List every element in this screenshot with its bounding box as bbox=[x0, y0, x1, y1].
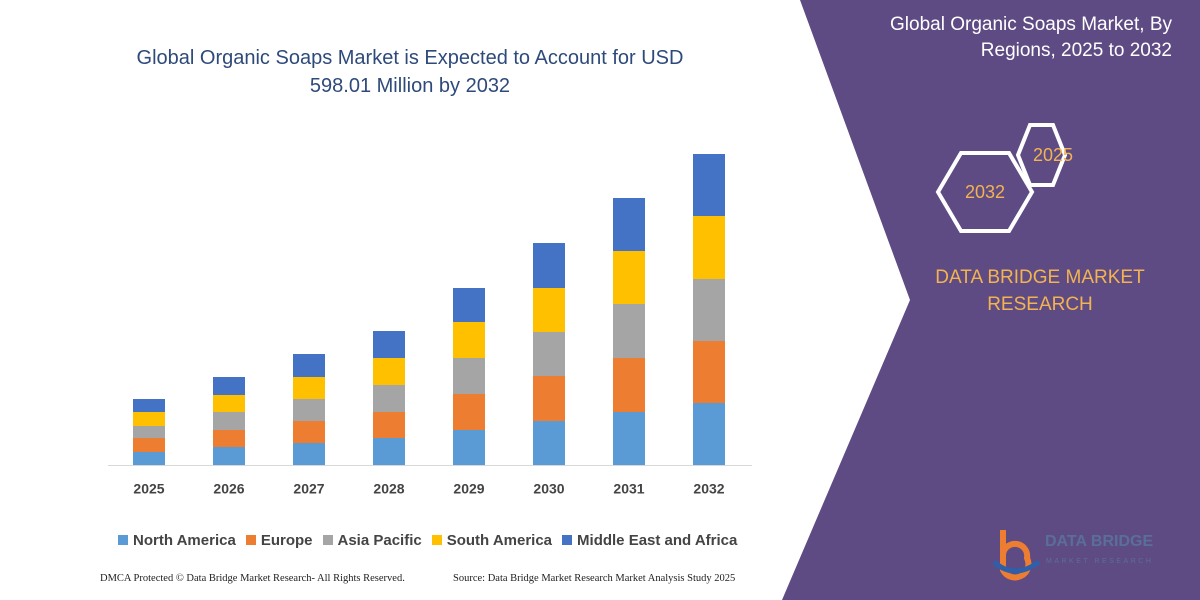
legend-swatch bbox=[245, 535, 256, 545]
bar-segment bbox=[373, 358, 405, 385]
bar-segment bbox=[533, 332, 565, 376]
legend-label: Asia Pacific bbox=[337, 532, 422, 549]
x-tick-label: 2028 bbox=[373, 481, 404, 497]
bar-segment bbox=[533, 288, 565, 332]
bar-segment bbox=[533, 421, 565, 465]
side-panel-bg bbox=[782, 0, 1200, 600]
x-tick-label: 2029 bbox=[453, 481, 484, 497]
legend-swatch bbox=[562, 535, 573, 545]
legend-item: South America bbox=[431, 532, 553, 549]
bar-segment bbox=[293, 443, 325, 465]
x-tick-label: 2032 bbox=[693, 481, 724, 497]
bar-segment bbox=[133, 426, 165, 438]
bar-segment bbox=[453, 430, 485, 465]
side-title: Global Organic Soaps Market, By Regions,… bbox=[890, 14, 1172, 61]
bar-segment bbox=[613, 251, 645, 304]
footer-dmca: DMCA Protected © Data Bridge Market Rese… bbox=[100, 573, 405, 584]
bar-segment bbox=[373, 412, 405, 438]
bar-segment bbox=[373, 385, 405, 412]
bar-segment bbox=[213, 412, 245, 430]
hexagon-label: 2032 bbox=[965, 182, 1005, 202]
bar-segment bbox=[293, 377, 325, 399]
bar-segment bbox=[613, 198, 645, 251]
bar-segment bbox=[453, 394, 485, 430]
x-tick-label: 2026 bbox=[213, 481, 244, 497]
chart-title: Global Organic Soaps Market is Expected … bbox=[136, 47, 684, 97]
bar-segment bbox=[613, 304, 645, 358]
bar-segment bbox=[133, 452, 165, 465]
bar-segment bbox=[213, 395, 245, 412]
legend-item: North America bbox=[118, 532, 236, 549]
brand: DATA BRIDGE MARKET RESEARCH bbox=[935, 267, 1145, 315]
bar-segment bbox=[293, 399, 325, 421]
x-tick-label: 2031 bbox=[613, 481, 644, 497]
bar-segment bbox=[373, 438, 405, 465]
x-tick-label: 2030 bbox=[533, 481, 564, 497]
legend: North America Europe Asia Pacific South Ame… bbox=[118, 532, 737, 549]
legend-label: Europe bbox=[260, 532, 313, 549]
hexagon-label: 2025 bbox=[1033, 145, 1073, 165]
bar-segment bbox=[453, 322, 485, 358]
bar-segment bbox=[213, 430, 245, 447]
bar-segment bbox=[613, 412, 645, 465]
bar-segment bbox=[213, 447, 245, 465]
legend-item: Asia Pacific bbox=[322, 532, 422, 549]
bar-segment bbox=[373, 331, 405, 358]
legend-swatch bbox=[322, 535, 333, 545]
legend-swatch bbox=[118, 535, 128, 545]
footer-source: Source: Data Bridge Market Research Mark… bbox=[453, 573, 736, 584]
bar-segment bbox=[293, 354, 325, 377]
x-tick-label: 2027 bbox=[293, 481, 324, 497]
logo-mark bbox=[1000, 530, 1032, 581]
bar-segment bbox=[133, 438, 165, 452]
legend-item: Middle East and Africa bbox=[562, 532, 737, 549]
bar-segment bbox=[213, 377, 245, 395]
bar-segment bbox=[693, 154, 725, 216]
legend-item: Europe bbox=[245, 532, 313, 549]
hexagon bbox=[935, 151, 1035, 233]
legend-label: North America bbox=[133, 532, 236, 549]
bar-segment bbox=[453, 288, 485, 322]
logo-name: DATA BRIDGE bbox=[1045, 533, 1153, 550]
bar-segment bbox=[613, 358, 645, 412]
logo-tagline: MARKET RESEARCH bbox=[1046, 558, 1153, 565]
bar-segment bbox=[533, 376, 565, 421]
logo-mark bbox=[992, 559, 1041, 574]
legend-label: South America bbox=[446, 532, 553, 549]
bar-segment bbox=[693, 216, 725, 279]
x-tick-label: 2025 bbox=[133, 481, 164, 497]
legend-label: Middle East and Africa bbox=[577, 532, 738, 549]
bar-segment bbox=[133, 412, 165, 426]
bar-segment bbox=[133, 399, 165, 412]
bar-segment bbox=[453, 358, 485, 394]
bar-segment bbox=[693, 403, 725, 465]
bar-segment bbox=[533, 243, 565, 288]
legend-swatch bbox=[431, 535, 442, 545]
bar-segment bbox=[293, 421, 325, 443]
bar-segment bbox=[693, 279, 725, 341]
bar-segment bbox=[693, 341, 725, 403]
